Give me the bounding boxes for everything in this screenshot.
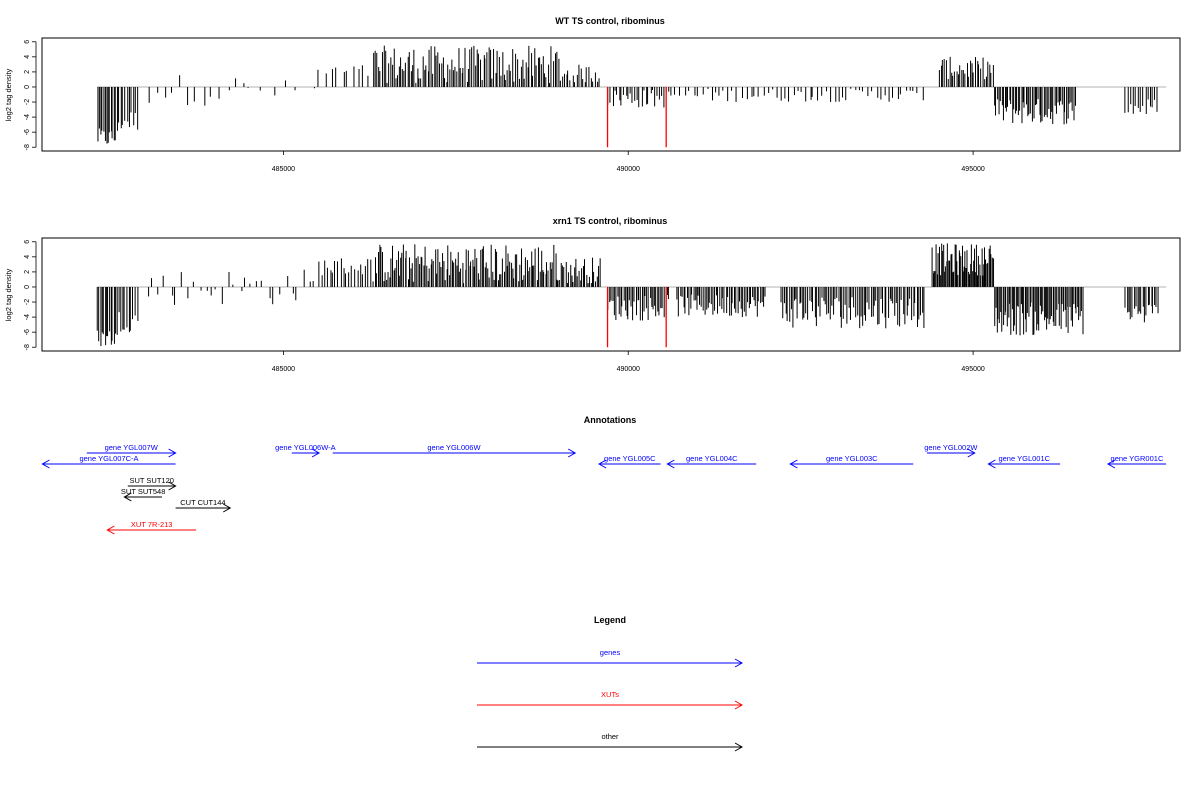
x-tick-label: 495000	[961, 166, 984, 173]
legend-arrow-other	[477, 742, 744, 752]
feature-arrow	[175, 503, 232, 513]
annotations-title: Annotations	[584, 415, 637, 425]
x-tick-label: 490000	[617, 366, 640, 373]
feature-arrow	[106, 525, 197, 535]
legend-arrow-genes	[477, 658, 744, 668]
y-tick-label: -6	[24, 329, 31, 335]
legend-label-xuts: XUTs	[601, 690, 619, 699]
feature-label: gene YGR001C	[1111, 454, 1164, 463]
y-tick-label: -8	[24, 344, 31, 350]
x-tick-label: 485000	[272, 166, 295, 173]
feature-label: gene YGL005C	[604, 454, 656, 463]
legend-arrow-xuts	[477, 700, 744, 710]
legend-label-other: other	[601, 732, 619, 741]
bars-xrn1	[96, 243, 1167, 348]
feature-arrow	[926, 448, 976, 458]
feature-arrow	[123, 492, 162, 502]
y-axis-label-wt: log2 tag density	[4, 68, 13, 121]
feature-label: CUT CUT144	[180, 498, 225, 507]
y-axis-xrn1: 6 4 2 0 -2 -4 -6 -8	[24, 240, 37, 350]
feature-arrow	[666, 459, 757, 469]
feature-label: gene YGL006W-A	[275, 443, 336, 452]
plot-frame-xrn1	[41, 237, 1181, 352]
feature-arrow	[789, 459, 914, 469]
legend-label-genes: genes	[600, 648, 621, 657]
feature-label: XUT 7R-213	[131, 520, 173, 529]
y-tick-label: 2	[24, 270, 31, 274]
chart-panel-xrn1: xrn1 TS control, ribominus log2 tag dens…	[4, 216, 1181, 373]
feature-arrow	[127, 481, 177, 491]
feature-label: gene YGL001C	[998, 454, 1050, 463]
feature-label: SUT SUT548	[121, 487, 165, 496]
x-axis-wt: 485000 490000 495000	[272, 151, 985, 173]
feature-arrow	[41, 459, 176, 469]
y-axis-wt: 6 4 2 0 -2 -4 -6 -8	[24, 40, 37, 150]
feature-label: SUT SUT120	[129, 476, 173, 485]
feature-label: gene YGL004C	[686, 454, 738, 463]
x-tick-label: 490000	[617, 166, 640, 173]
legend: Legend genes XUTs other	[477, 615, 744, 752]
x-tick-label: 495000	[961, 366, 984, 373]
feature-arrow	[332, 448, 577, 458]
bars-wt	[97, 45, 1167, 148]
y-tick-label: 0	[24, 85, 31, 89]
y-tick-label: -2	[24, 99, 31, 105]
annotation-features: gene YGL007W gene YGL007C-A gene YGL006W-A…	[41, 443, 1166, 535]
y-tick-label: -6	[24, 129, 31, 135]
legend-items: genes XUTs other	[477, 648, 744, 752]
y-tick-label: 4	[24, 55, 31, 59]
chart-title-wt: WT TS control, ribominus	[555, 16, 665, 26]
feature-arrow	[86, 448, 177, 458]
x-tick-label: 485000	[272, 366, 295, 373]
y-tick-label: -8	[24, 144, 31, 150]
y-tick-label: 2	[24, 70, 31, 74]
feature-label: gene YGL002W	[924, 443, 978, 452]
feature-label: gene YGL006W	[427, 443, 481, 452]
feature-arrow	[291, 448, 321, 458]
y-tick-label: 0	[24, 285, 31, 289]
y-tick-label: 6	[24, 240, 31, 244]
feature-label: gene YGL007W	[105, 443, 159, 452]
feature-arrow	[987, 459, 1061, 469]
feature-arrow	[1106, 459, 1166, 469]
x-axis-xrn1: 485000 490000 495000	[272, 351, 985, 373]
y-tick-label: -4	[24, 314, 31, 320]
y-tick-label: -4	[24, 114, 31, 120]
y-tick-label: -2	[24, 299, 31, 305]
plot-frame-wt	[41, 37, 1181, 152]
feature-label: gene YGL007C-A	[79, 454, 138, 463]
feature-arrow	[598, 459, 661, 469]
chart-title-xrn1: xrn1 TS control, ribominus	[553, 216, 668, 226]
y-tick-label: 6	[24, 40, 31, 44]
chart-panel-wt: WT TS control, ribominus log2 tag densit…	[4, 16, 1181, 173]
feature-label: gene YGL003C	[826, 454, 878, 463]
legend-title: Legend	[594, 615, 626, 625]
y-axis-label-xrn1: log2 tag density	[4, 268, 13, 321]
y-tick-label: 4	[24, 255, 31, 259]
